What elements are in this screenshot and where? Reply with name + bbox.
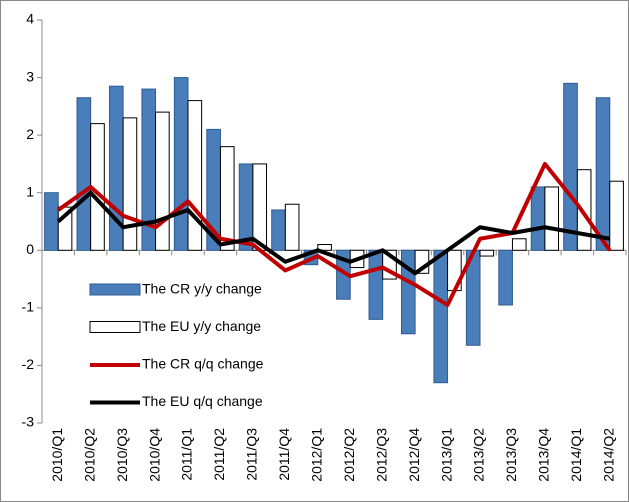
bar bbox=[155, 111, 170, 251]
bar bbox=[609, 180, 624, 251]
x-tick-label: 2013/Q4 bbox=[536, 428, 552, 482]
bar bbox=[44, 192, 59, 251]
x-tick-label: 2010/Q1 bbox=[49, 428, 65, 482]
bar bbox=[219, 146, 235, 251]
legend-label: The CR y/y change bbox=[142, 281, 262, 297]
bar bbox=[433, 249, 449, 384]
bar bbox=[271, 209, 286, 251]
y-tick-label: 3 bbox=[26, 68, 34, 84]
bar bbox=[122, 117, 138, 251]
x-tick-label: 2011/Q4 bbox=[276, 428, 292, 481]
bar bbox=[511, 238, 527, 251]
bar bbox=[368, 249, 384, 320]
x-tick-label: 2012/Q3 bbox=[373, 428, 389, 482]
x-tick-label: 2010/Q3 bbox=[114, 428, 130, 482]
bar bbox=[576, 169, 592, 251]
x-tick-label: 2011/Q1 bbox=[179, 428, 195, 481]
bar bbox=[498, 249, 513, 306]
y-tick-label: -2 bbox=[22, 356, 35, 372]
x-tick-label: 2014/Q2 bbox=[600, 428, 616, 482]
y-tick-label: -1 bbox=[22, 299, 35, 315]
x-tick-label: 2011/Q2 bbox=[211, 428, 227, 481]
legend-swatch bbox=[89, 321, 141, 333]
x-tick-label: 2013/Q2 bbox=[471, 428, 487, 482]
y-tick-label: -3 bbox=[22, 414, 35, 430]
bar bbox=[187, 100, 203, 251]
legend-swatch bbox=[89, 283, 141, 296]
y-tick-label: 1 bbox=[26, 183, 34, 199]
bar bbox=[530, 186, 546, 251]
line bbox=[56, 190, 611, 276]
bar bbox=[479, 249, 495, 257]
x-tick-label: 2012/Q1 bbox=[308, 428, 324, 482]
x-tick-label: 2010/Q4 bbox=[146, 428, 162, 482]
bar bbox=[76, 97, 92, 251]
x-tick-label: 2014/Q1 bbox=[568, 428, 584, 482]
legend-label: The CR q/q change bbox=[142, 356, 264, 372]
line bbox=[57, 161, 612, 307]
x-tick-label: 2013/Q1 bbox=[438, 428, 454, 482]
bar bbox=[563, 82, 578, 251]
legend-label: The EU y/y change bbox=[142, 318, 261, 334]
x-tick-label: 2012/Q4 bbox=[406, 428, 422, 482]
x-tick-label: 2013/Q3 bbox=[503, 428, 519, 482]
bar bbox=[173, 77, 189, 251]
x-tick-label: 2010/Q2 bbox=[81, 428, 97, 482]
bar bbox=[252, 163, 268, 251]
x-tick-label: 2011/Q3 bbox=[244, 428, 260, 481]
y-tick-label: 4 bbox=[26, 11, 34, 27]
legend-label: The EU q/q change bbox=[142, 393, 263, 409]
bar bbox=[317, 244, 332, 251]
x-tick-label: 2012/Q2 bbox=[341, 428, 357, 482]
y-tick-label: 2 bbox=[26, 126, 34, 142]
y-tick-label: 0 bbox=[26, 241, 34, 257]
bar bbox=[284, 203, 300, 251]
bar bbox=[544, 186, 560, 251]
bar bbox=[595, 97, 611, 251]
